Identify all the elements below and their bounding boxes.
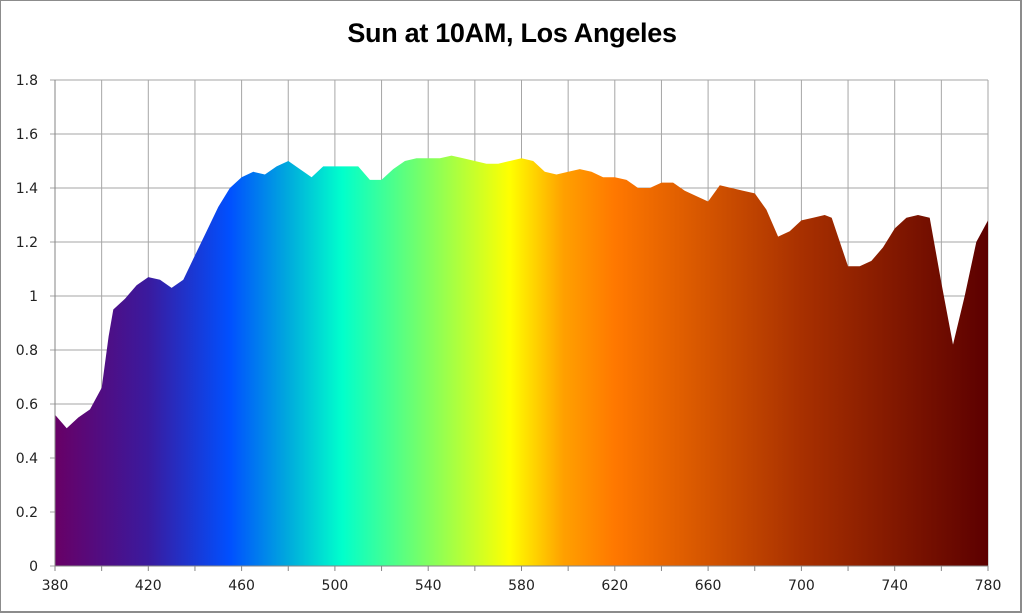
x-tick-label: 740 bbox=[881, 578, 908, 594]
spectrum-area bbox=[55, 155, 988, 566]
x-tick-label: 460 bbox=[228, 578, 255, 594]
y-tick-label: 1.8 bbox=[16, 73, 38, 89]
x-tick-label: 700 bbox=[788, 578, 815, 594]
axes bbox=[54, 80, 989, 571]
x-tick-label: 660 bbox=[695, 578, 722, 594]
x-axis-tick-labels: 380 420 460 500 540 580 620 660 700 740 780 bbox=[42, 578, 1002, 594]
chart-title: Sun at 10AM, Los Angeles bbox=[347, 18, 677, 48]
y-tick-label: 1 bbox=[29, 289, 38, 305]
y-tick-label: 0.2 bbox=[16, 505, 38, 521]
x-tick-label: 580 bbox=[508, 578, 535, 594]
x-tick-label: 620 bbox=[601, 578, 628, 594]
y-tick-label: 1.6 bbox=[16, 127, 38, 143]
x-tick-label: 780 bbox=[975, 578, 1002, 594]
x-tick-label: 540 bbox=[415, 578, 442, 594]
x-tick-label: 380 bbox=[42, 578, 69, 594]
y-tick-label: 0.6 bbox=[16, 397, 38, 413]
x-tick-label: 420 bbox=[135, 578, 162, 594]
y-tick-label: 1.2 bbox=[16, 235, 38, 251]
y-tick-label: 0.4 bbox=[16, 451, 38, 467]
y-tick-label: 0.8 bbox=[16, 343, 38, 359]
x-tick-label: 500 bbox=[322, 578, 349, 594]
y-tick-label: 1.4 bbox=[16, 181, 38, 197]
y-axis-tick-labels: 0 0.2 0.4 0.6 0.8 1 1.2 1.4 1.6 1.8 bbox=[16, 73, 38, 575]
y-tick-label: 0 bbox=[29, 559, 38, 575]
